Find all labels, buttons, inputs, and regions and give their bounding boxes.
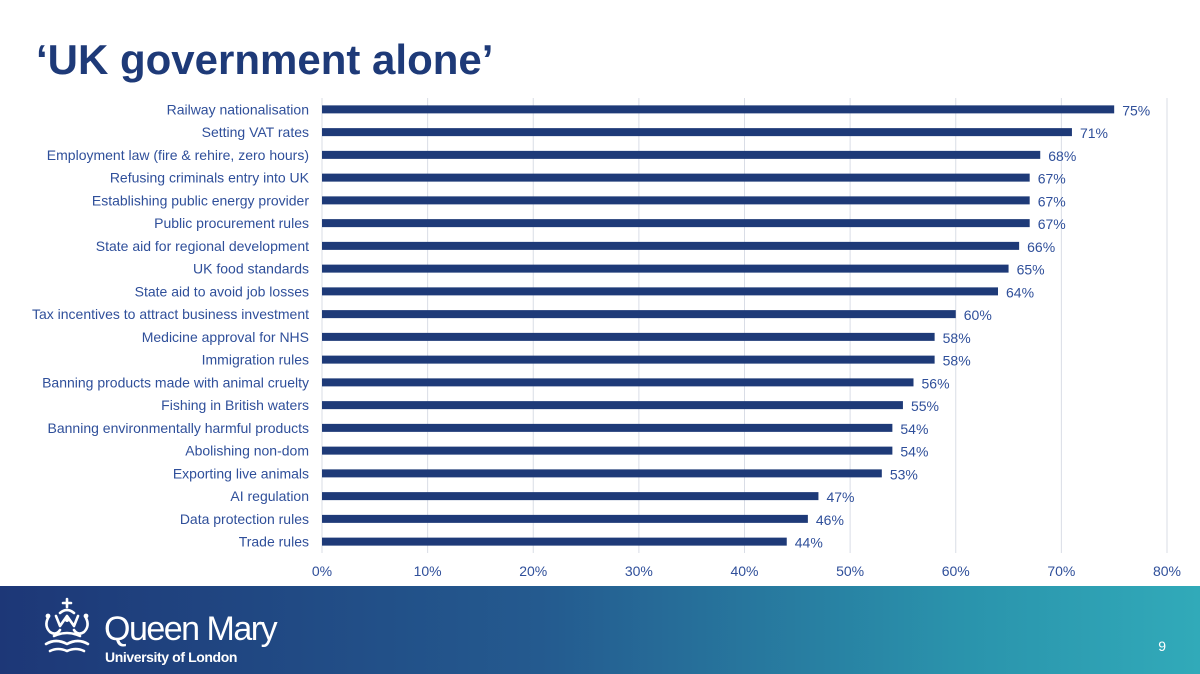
data-label: 60% [964, 307, 992, 323]
x-tick-label: 20% [519, 563, 547, 579]
bar [322, 264, 1009, 273]
bar [322, 332, 935, 341]
bar [322, 423, 893, 432]
data-label: 65% [1017, 262, 1045, 278]
x-tick-label: 10% [414, 563, 442, 579]
category-label: Data protection rules [180, 511, 309, 527]
bar [322, 128, 1072, 137]
data-label: 67% [1038, 193, 1066, 209]
x-tick-label: 40% [730, 563, 758, 579]
bar [322, 401, 903, 410]
category-label: Banning environmentally harmful products [48, 420, 309, 436]
category-label: Immigration rules [202, 352, 309, 368]
data-label: 71% [1080, 125, 1108, 141]
category-label: Trade rules [239, 534, 309, 550]
bar [322, 287, 998, 296]
bar [322, 105, 1115, 114]
data-label: 68% [1048, 148, 1076, 164]
bar [322, 378, 914, 387]
data-label: 47% [826, 489, 854, 505]
data-label: 58% [943, 330, 971, 346]
category-label: Abolishing non-dom [185, 443, 309, 459]
data-label: 56% [922, 375, 950, 391]
data-label: 54% [900, 421, 928, 437]
x-axis-ticks: 0% 10% 20% 30% 40% 50% 60% 70% 80% [312, 563, 1181, 579]
category-label: State aid for regional development [96, 238, 309, 254]
bar [322, 241, 1020, 250]
x-tick-label: 0% [312, 563, 332, 579]
category-label: Medicine approval for NHS [142, 329, 309, 345]
category-label: Public procurement rules [154, 215, 309, 231]
bar [322, 469, 882, 478]
university-logo: Queen Mary University of London [38, 596, 298, 670]
bar [322, 150, 1041, 159]
x-tick-label: 80% [1153, 563, 1181, 579]
university-subtitle: University of London [105, 649, 238, 665]
data-label: 46% [816, 512, 844, 528]
category-label: Establishing public energy provider [92, 192, 309, 208]
data-label: 67% [1038, 216, 1066, 232]
slide-title: ‘UK government alone’ [36, 36, 494, 83]
bar [322, 446, 893, 455]
bar [322, 514, 808, 523]
bar [322, 355, 935, 364]
category-label: Setting VAT rates [202, 124, 309, 140]
data-label: 64% [1006, 284, 1034, 300]
data-label: 55% [911, 398, 939, 414]
category-label: Exporting live animals [173, 465, 309, 481]
bar [322, 537, 787, 546]
category-labels: Railway nationalisation Setting VAT rates… [32, 101, 310, 549]
bar [322, 492, 819, 501]
data-label: 54% [900, 444, 928, 460]
x-tick-label: 50% [836, 563, 864, 579]
data-label: 75% [1122, 102, 1150, 118]
data-label: 58% [943, 353, 971, 369]
data-label: 66% [1027, 239, 1055, 255]
page-number: 9 [1158, 638, 1166, 654]
category-label: Railway nationalisation [167, 101, 309, 117]
bar [322, 196, 1030, 205]
category-label: Refusing criminals entry into UK [110, 170, 310, 186]
data-label: 67% [1038, 171, 1066, 187]
category-label: Employment law (fire & rehire, zero hour… [47, 147, 309, 163]
bar [322, 219, 1030, 228]
x-tick-label: 30% [625, 563, 653, 579]
data-labels: 75% 71%68% 67% 67% 67% 66% 65% 64% 60% 58% 58% 56% 5… [795, 102, 1150, 550]
bar [322, 310, 956, 319]
category-label: Tax incentives to attract business inves… [32, 306, 309, 322]
x-tick-label: 70% [1047, 563, 1075, 579]
category-label: AI regulation [230, 488, 309, 504]
category-label: Fishing in British waters [161, 397, 309, 413]
bar-chart: Railway nationalisation Setting VAT rates… [32, 98, 1181, 579]
footer-banner: Queen Mary University of London 9 [0, 586, 1200, 674]
category-label: UK food standards [193, 261, 309, 277]
gridlines [321, 98, 1168, 553]
x-tick-label: 60% [942, 563, 970, 579]
university-name: Queen Mary [104, 610, 278, 648]
crown-crest-icon [44, 597, 90, 653]
category-label: Banning products made with animal cruelt… [42, 374, 309, 390]
data-label: 53% [890, 466, 918, 482]
bars [322, 105, 1115, 546]
bar [322, 173, 1030, 182]
category-label: State aid to avoid job losses [135, 283, 309, 299]
data-label: 44% [795, 535, 823, 551]
